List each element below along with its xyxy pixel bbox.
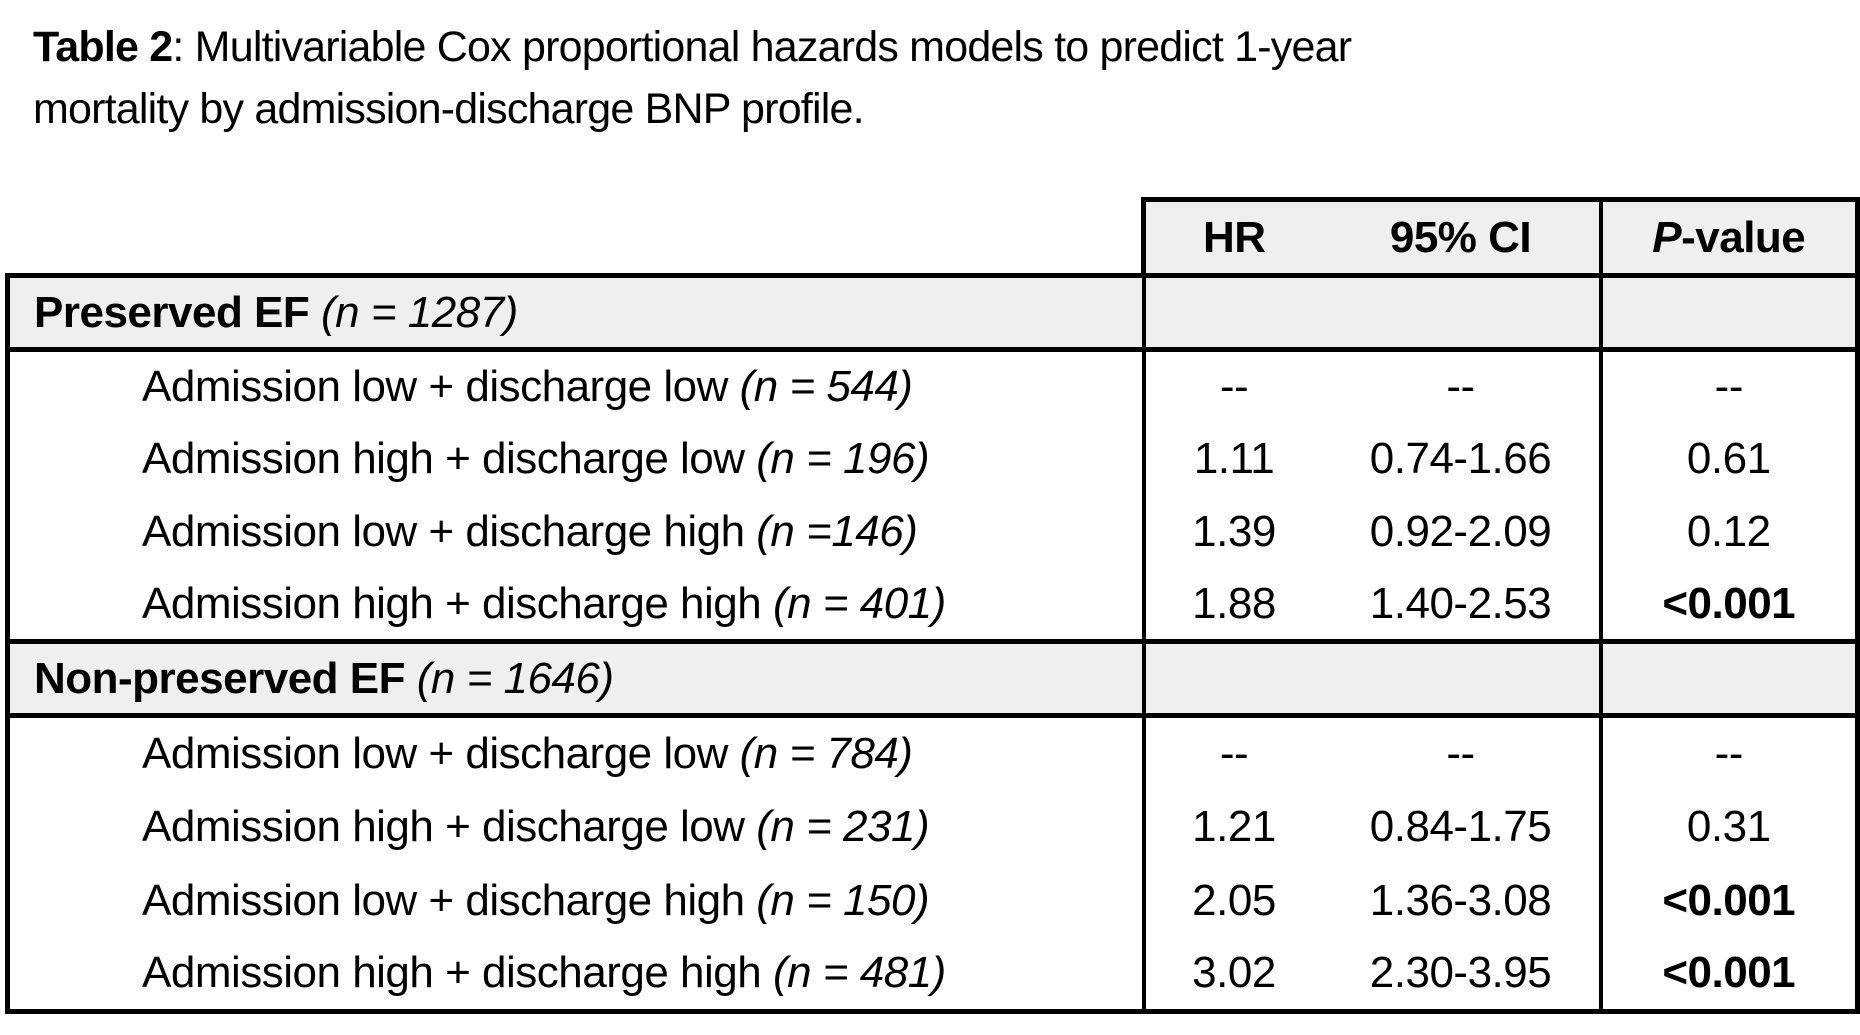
row-ci: 0.84-1.75 [1369,801,1552,851]
row-hr: 1.11 [1141,422,1323,496]
row-n-text: (n = 544) [739,362,913,412]
row-pvalue: 0.31 [1598,789,1860,864]
row-n-text: (n = 784) [739,728,913,778]
table-row: Admission low + discharge low (n = 784) … [5,715,1860,790]
row-pvalue: 0.61 [1598,422,1860,496]
section-empty-pvalue [1598,273,1860,352]
header-row: HR 95% CI P-value [8,197,1860,276]
row-label: Admission low + discharge low (n = 784) [5,715,1144,790]
row-label: Admission high + discharge high (n = 481… [5,937,1144,1014]
row-ci: 2.30-3.95 [1322,937,1601,1014]
table-row: Admission low + discharge high (n =146) … [5,495,1860,569]
section-n-text: (n = 1646) [416,653,614,703]
row-hr: 3.02 [1141,937,1323,1014]
row-label-text: Admission low + discharge high [142,507,745,556]
section-label-preserved-ef: Preserved EF (n = 1287) [5,273,1144,352]
row-n-text: (n = 401) [772,578,946,628]
table-caption-line2: mortality by admission-discharge BNP pro… [33,85,865,133]
row-label: Admission high + discharge low (n = 231) [5,789,1144,864]
section-label-non-preserved-ef: Non-preserved EF (n = 1646) [5,639,1144,718]
row-n-text: (n =146) [756,507,918,556]
table-row: Admission high + discharge high (n = 481… [5,937,1860,1014]
table-caption: Table 2: Multivariable Cox proportional … [33,16,1352,140]
row-n-text: (n = 196) [756,434,930,483]
section-empty-hr [1141,273,1323,352]
row-label: Admission low + discharge high (n = 150) [5,863,1144,938]
header-pvalue-p: P [1652,212,1682,262]
table-row: Admission low + discharge high (n = 150)… [5,863,1860,938]
row-label: Admission high + discharge high (n = 401… [5,568,1144,642]
row-hr: -- [1141,715,1323,790]
row-label: Admission low + discharge high (n =146) [5,495,1144,569]
header-ci: 95% CI [1322,197,1601,276]
section-empty-ci [1322,273,1601,352]
row-n-text: (n = 150) [756,875,930,925]
row-ci: 1.40-2.53 [1369,578,1552,628]
row-label-text: Admission high + discharge low [142,434,745,483]
section-empty-hr [1141,639,1323,718]
row-ci: 0.74-1.66 [1369,434,1552,483]
row-label-text: Admission low + discharge low [142,362,728,412]
header-ci-label: 95% CI [1389,212,1532,262]
row-label-text: Admission low + discharge high [142,875,745,925]
row-label-text: Admission high + discharge low [142,801,745,851]
section-empty-pvalue [1598,639,1860,718]
row-pvalue: <0.001 [1598,863,1860,938]
row-label-text: Admission low + discharge low [142,728,728,778]
row-ci: -- [1446,362,1475,412]
section-label-text: Non-preserved EF [34,653,405,703]
header-hr-label: HR [1202,212,1266,262]
section-row-non-preserved-ef: Non-preserved EF (n = 1646) [5,639,1860,718]
header-pvalue-rest: -value [1681,212,1806,262]
row-ci: 1.36-3.08 [1369,875,1552,925]
header-hr: HR [1141,197,1323,276]
row-pvalue: <0.001 [1598,568,1860,642]
row-pvalue: 0.12 [1598,495,1860,569]
table-row: Admission low + discharge low (n = 544) … [5,349,1860,423]
row-hr: 1.21 [1141,789,1323,864]
row-label-text: Admission high + discharge high [142,578,762,628]
row-hr: 2.05 [1141,863,1323,938]
row-ci: 0.92-2.09 [1369,507,1552,556]
row-n-text: (n = 481) [772,948,946,998]
row-pvalue: -- [1598,715,1860,790]
row-hr: 1.39 [1141,495,1323,569]
row-hr: 1.88 [1141,568,1323,642]
section-empty-ci [1322,639,1601,718]
row-n-text: (n = 231) [756,801,930,851]
row-pvalue: <0.001 [1598,937,1860,1014]
section-row-preserved-ef: Preserved EF (n = 1287) [5,273,1860,352]
section-label-text: Preserved EF [34,287,310,337]
row-label: Admission low + discharge low (n = 544) [5,349,1144,423]
table-caption-line1: Table 2: Multivariable Cox proportional … [33,16,1352,78]
row-ci: -- [1446,728,1475,778]
header-pvalue: P-value [1598,197,1860,276]
cox-hazards-table: HR 95% CI P-value Preserved EF (n = 1287… [5,197,1860,1014]
section-n-text: (n = 1287) [321,287,518,337]
header-empty-cell [8,200,1144,276]
table-row: Admission high + discharge low (n = 231)… [5,789,1860,864]
table-row: Admission high + discharge low (n = 196)… [5,422,1860,496]
table-caption-number: Table 2 [33,23,173,71]
row-hr: -- [1141,349,1323,423]
row-label: Admission high + discharge low (n = 196) [5,422,1144,496]
table-caption-text: : Multivariable Cox proportional hazards… [172,23,1352,71]
table-row: Admission high + discharge high (n = 401… [5,568,1860,642]
row-label-text: Admission high + discharge high [142,948,762,998]
row-pvalue: -- [1598,349,1860,423]
